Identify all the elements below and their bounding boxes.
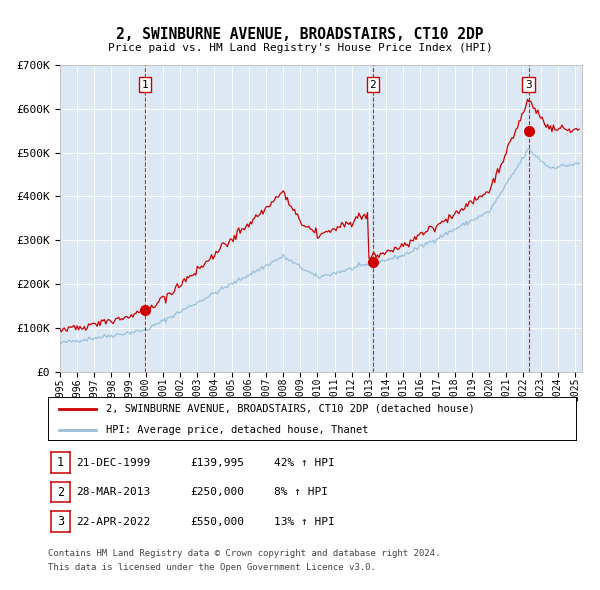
- Text: 1: 1: [142, 80, 149, 90]
- Text: 2: 2: [57, 486, 64, 499]
- Text: 3: 3: [57, 515, 64, 528]
- Text: 1: 1: [57, 456, 64, 469]
- Text: 3: 3: [525, 80, 532, 90]
- Text: Contains HM Land Registry data © Crown copyright and database right 2024.: Contains HM Land Registry data © Crown c…: [48, 549, 440, 558]
- Text: 22-APR-2022: 22-APR-2022: [76, 517, 151, 526]
- Text: 8% ↑ HPI: 8% ↑ HPI: [274, 487, 328, 497]
- Text: £550,000: £550,000: [190, 517, 244, 526]
- Text: £250,000: £250,000: [190, 487, 244, 497]
- Text: HPI: Average price, detached house, Thanet: HPI: Average price, detached house, Than…: [106, 425, 368, 435]
- Text: 2: 2: [370, 80, 376, 90]
- Text: This data is licensed under the Open Government Licence v3.0.: This data is licensed under the Open Gov…: [48, 563, 376, 572]
- Text: 28-MAR-2013: 28-MAR-2013: [76, 487, 151, 497]
- Text: £139,995: £139,995: [190, 458, 244, 467]
- Text: 2, SWINBURNE AVENUE, BROADSTAIRS, CT10 2DP (detached house): 2, SWINBURNE AVENUE, BROADSTAIRS, CT10 2…: [106, 404, 475, 414]
- Text: 13% ↑ HPI: 13% ↑ HPI: [274, 517, 335, 526]
- Text: Price paid vs. HM Land Registry's House Price Index (HPI): Price paid vs. HM Land Registry's House …: [107, 43, 493, 53]
- Text: 2, SWINBURNE AVENUE, BROADSTAIRS, CT10 2DP: 2, SWINBURNE AVENUE, BROADSTAIRS, CT10 2…: [116, 27, 484, 41]
- Text: 21-DEC-1999: 21-DEC-1999: [76, 458, 151, 467]
- Text: 42% ↑ HPI: 42% ↑ HPI: [274, 458, 335, 467]
